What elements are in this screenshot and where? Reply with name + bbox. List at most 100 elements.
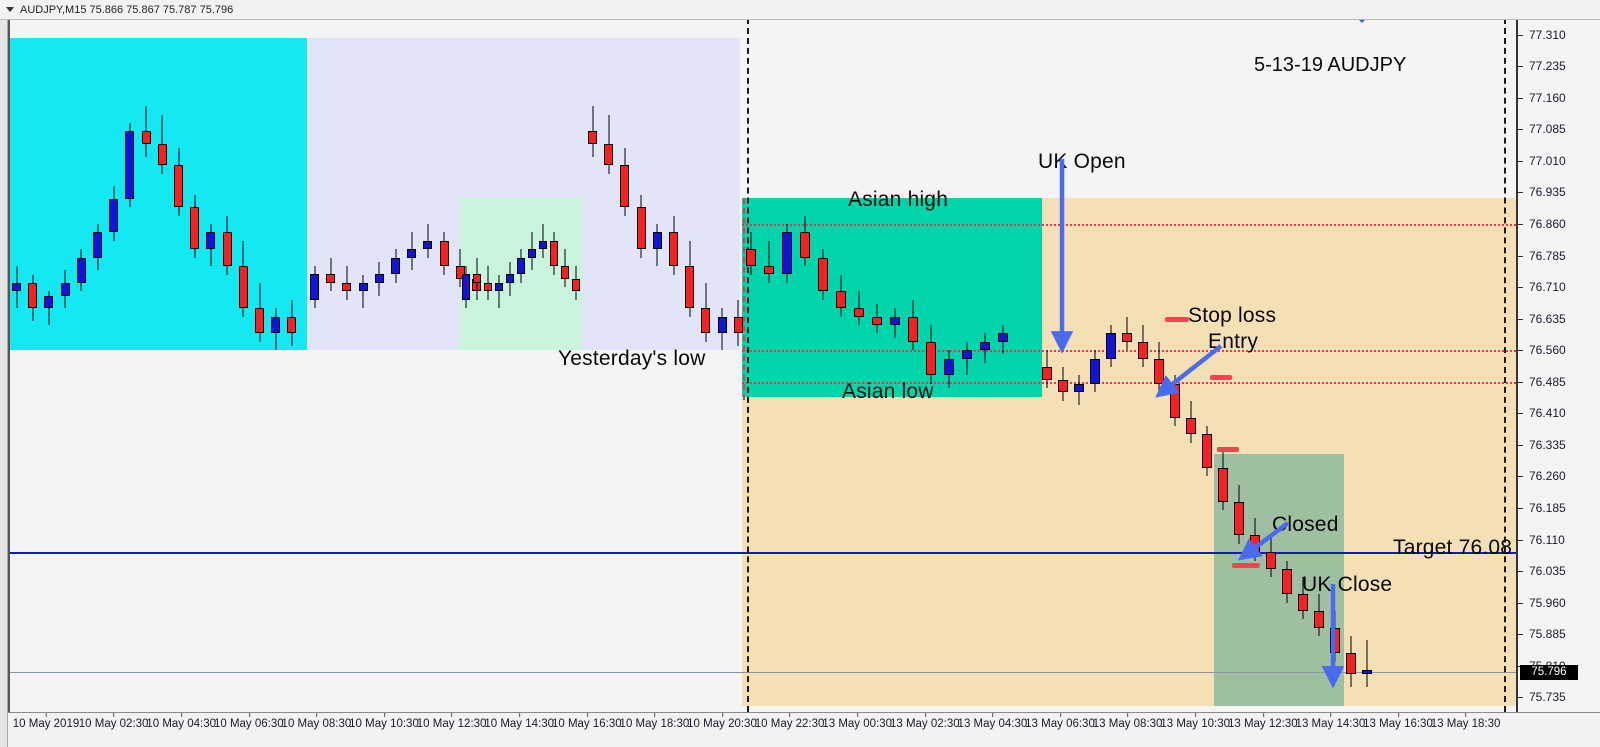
- price-line-current: [10, 671, 1516, 673]
- time-tick: 10 May 14:30: [484, 713, 555, 730]
- marker-closed-level: [1232, 563, 1260, 568]
- candle-late-day: [636, 194, 646, 258]
- time-tick: 13 May 02:30: [889, 713, 960, 730]
- candle-prior-asian: [462, 266, 470, 309]
- candle-body: [1138, 341, 1148, 359]
- candle-asian-session: [944, 350, 954, 389]
- candle-asian-session: [836, 274, 846, 317]
- candle-wick: [1366, 640, 1368, 687]
- price-tick: 76.935: [1518, 185, 1600, 199]
- candle-body: [157, 144, 167, 166]
- candle-uk-session: [1362, 640, 1372, 687]
- candle-midday: [342, 266, 352, 300]
- candle-midday: [374, 261, 384, 296]
- candle-prior-day: [44, 291, 54, 325]
- candle-prior-asian: [484, 266, 492, 300]
- candle-late-day: [652, 224, 662, 267]
- price-tick: 76.185: [1518, 501, 1600, 515]
- uk-close-arrow: [1320, 580, 1346, 690]
- price-axis[interactable]: 77.310 77.235 77.160 77.085 77.010 76.935 76.8…: [1516, 20, 1600, 712]
- candle-prior-asian: [539, 224, 547, 258]
- candle-prior-day: [76, 249, 86, 292]
- time-tick: 10 May 16:30: [551, 713, 622, 730]
- price-tick: 76.110: [1518, 533, 1600, 547]
- candle-body: [1186, 417, 1196, 435]
- candle-late-day: [701, 282, 711, 342]
- candle-prior-day: [222, 215, 232, 275]
- uk-open-arrow: [1050, 155, 1074, 355]
- candle-body: [764, 266, 774, 275]
- time-tick: 10 May 02:30: [78, 713, 149, 730]
- annotation-yesterdays-low: Yesterday's low: [558, 347, 706, 370]
- candle-wick: [362, 274, 364, 309]
- time-tick: 10 May 20:30: [687, 713, 757, 730]
- candle-body: [455, 266, 465, 279]
- annotation-asian-high: Asian high: [848, 188, 949, 211]
- candle-body: [1218, 467, 1228, 502]
- price-tick: 76.560: [1518, 343, 1600, 357]
- chart-title: 5-13-19 AUDJPY: [1254, 54, 1407, 76]
- zone-asian-session-teal: [742, 198, 1042, 397]
- current-price-tag: 75.796: [1520, 664, 1578, 680]
- candle-prior-asian: [506, 261, 514, 296]
- candle-body: [287, 316, 297, 334]
- candle-late-day: [588, 106, 597, 157]
- candle-body: [980, 341, 990, 351]
- candle-asian-session: [872, 303, 882, 334]
- candle-body: [1282, 568, 1292, 595]
- candle-body: [604, 144, 614, 166]
- candle-prior-day: [157, 114, 167, 174]
- candle-prior-asian: [572, 266, 580, 300]
- time-tick: 13 May 10:30: [1160, 713, 1231, 730]
- candle-body: [190, 207, 200, 250]
- time-tick: 10 May 2019: [12, 713, 80, 730]
- candle-uk-session: [1074, 375, 1084, 405]
- candle-body: [342, 282, 352, 292]
- candle-body: [28, 282, 38, 309]
- candle-body: [800, 232, 810, 258]
- candle-prior-asian: [550, 232, 558, 275]
- candle-body: [60, 282, 70, 296]
- candle-body: [782, 232, 792, 275]
- candle-prior-asian: [495, 274, 503, 309]
- time-tick: 13 May 12:30: [1227, 713, 1298, 730]
- price-tick: 77.085: [1518, 122, 1600, 136]
- time-axis[interactable]: 10 May 2019 10 May 02:30 10 May 04:30 10 Ma…: [8, 712, 1600, 747]
- time-tick: 13 May 00:30: [822, 713, 893, 730]
- price-tick: 76.710: [1518, 280, 1600, 294]
- candle-body: [1090, 358, 1100, 384]
- price-tick: 76.860: [1518, 217, 1600, 231]
- candle-body: [374, 274, 384, 283]
- candle-prior-day: [125, 123, 135, 208]
- candle-midday: [358, 274, 368, 309]
- symbol-ohlc-text: AUDJPY,M15 75.866 75.867 75.787 75.796: [20, 3, 234, 16]
- candle-body: [998, 333, 1008, 342]
- time-tick: 10 May 08:30: [281, 713, 352, 730]
- candle-body: [926, 341, 936, 376]
- candle-body: [701, 308, 711, 334]
- closed-arrow: [1237, 517, 1294, 567]
- candle-prior-day: [287, 299, 297, 346]
- candle-body: [1314, 611, 1324, 628]
- candle-body: [423, 240, 433, 250]
- left-scroll-rail[interactable]: [0, 20, 8, 747]
- candle-uk-session: [1346, 636, 1356, 687]
- candle-prior-day: [28, 274, 38, 321]
- candle-prior-day: [60, 270, 70, 309]
- candle-asian-session: [962, 341, 972, 376]
- caret-down-icon[interactable]: [6, 7, 14, 12]
- price-tick: 76.335: [1518, 438, 1600, 452]
- candle-body: [1266, 552, 1276, 569]
- price-tick: 76.635: [1518, 312, 1600, 326]
- candle-body: [539, 240, 547, 250]
- candle-body: [206, 232, 216, 250]
- marker-mid-level: [1217, 447, 1239, 452]
- candle-body: [836, 291, 846, 309]
- candle-asian-session: [782, 224, 792, 283]
- candle-body: [484, 282, 492, 292]
- candle-body: [141, 131, 151, 145]
- candle-late-day: [733, 299, 743, 346]
- candle-body: [310, 274, 319, 300]
- chart-plot-area[interactable]: 5-13-19 AUDJPY UK Open Asian high Asian low…: [8, 20, 1516, 712]
- candle-prior-asian: [561, 249, 569, 288]
